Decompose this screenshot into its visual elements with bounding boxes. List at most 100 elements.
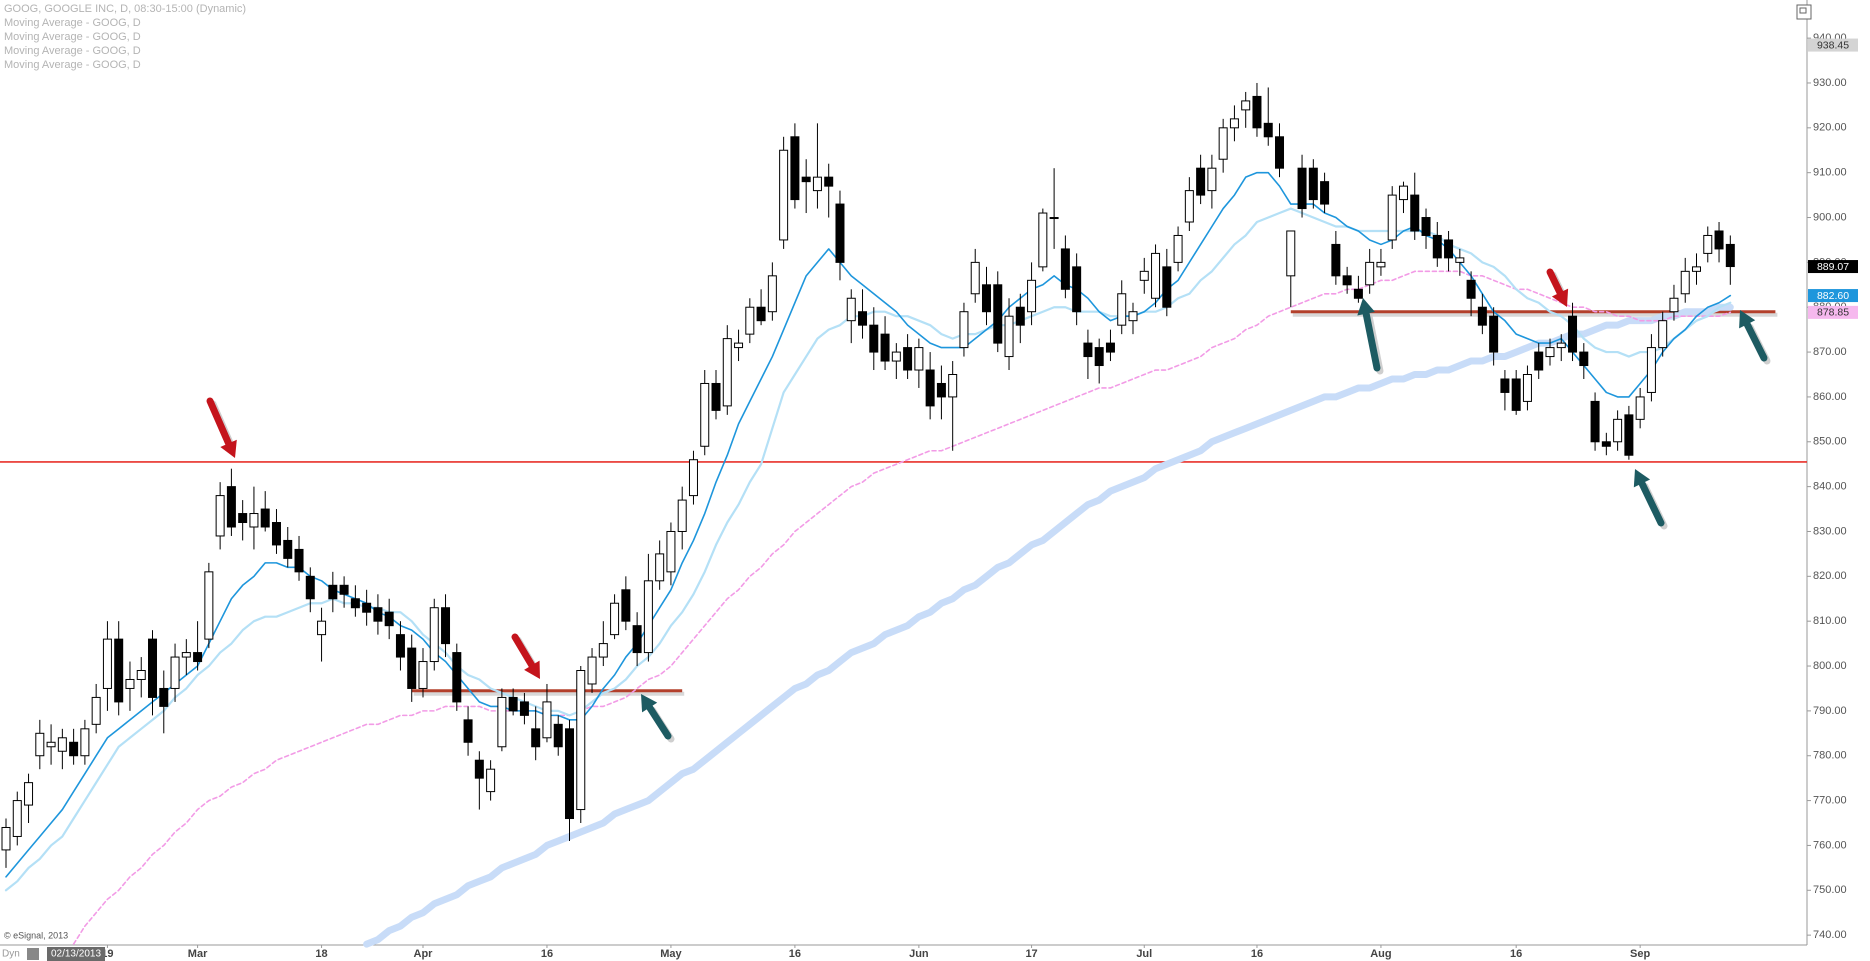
candle-body [1015, 306, 1025, 326]
candle-body [632, 625, 642, 654]
annotation-arrows [206, 268, 1771, 743]
candle-body [621, 589, 631, 622]
candle-body [745, 306, 755, 335]
candle-body [1072, 266, 1082, 313]
candle-body [339, 584, 349, 595]
price-marker [1808, 305, 1858, 319]
x-tick-label: 16 [1510, 948, 1522, 960]
candle-body [1725, 243, 1735, 268]
arrow-shaft [511, 633, 536, 669]
candle-body [148, 638, 158, 698]
candle-body [1410, 194, 1420, 232]
candle-body [542, 701, 552, 739]
candle-body [903, 347, 913, 371]
candle-body [553, 723, 563, 748]
y-tick-label: 820.00 [1813, 570, 1847, 582]
candle-body [1105, 342, 1115, 353]
candle-body [655, 553, 665, 582]
y-tick-label: 850.00 [1813, 436, 1847, 448]
candle-body [1094, 347, 1104, 367]
candle-body [1162, 266, 1172, 308]
candle-body [159, 687, 169, 707]
price-marker-label: 878.85 [1817, 307, 1849, 319]
candle-body [260, 508, 270, 528]
candle-body [1511, 378, 1521, 411]
candle-body [711, 382, 721, 411]
candle-body [12, 800, 22, 837]
candle-body [1263, 122, 1273, 138]
candle-body [948, 374, 958, 398]
candle-body [1522, 374, 1532, 402]
candle-body [576, 670, 586, 811]
candle-body [666, 530, 676, 573]
arrow-shaft [646, 703, 672, 740]
window-icon[interactable] [1796, 4, 1812, 20]
candle-body [226, 486, 236, 528]
candle-body [1365, 261, 1375, 286]
candle-body [1545, 347, 1555, 358]
x-tick-label: 17 [1025, 948, 1037, 960]
candle-body [271, 522, 281, 546]
candle-body [418, 661, 428, 689]
candle-body [531, 728, 541, 748]
candle-body [1658, 320, 1668, 349]
candle-body [677, 499, 687, 532]
mode-icon[interactable] [27, 948, 39, 960]
candle-body [610, 602, 620, 636]
candle-body [215, 495, 225, 537]
candle-body [1489, 315, 1499, 353]
arrow-head [641, 694, 658, 713]
candle-body [1477, 306, 1487, 326]
candle-body [204, 571, 214, 640]
candle-body [1579, 351, 1589, 367]
price-marker [1808, 260, 1858, 274]
candle-body [1534, 351, 1544, 371]
x-tick-label: Mar [188, 948, 208, 960]
candle-body [170, 656, 180, 689]
y-tick-label: 930.00 [1813, 77, 1847, 89]
candle-body [283, 539, 293, 559]
candle-body [734, 342, 744, 349]
candle-body [1218, 127, 1228, 160]
candle-body [700, 382, 710, 447]
x-tick-label: Apr [414, 948, 434, 960]
candle-body [373, 607, 383, 622]
x-tick-label: Aug [1370, 948, 1391, 960]
window-icon-inner [1799, 7, 1807, 14]
y-tick-label: 910.00 [1813, 167, 1847, 179]
candle-body [181, 652, 191, 658]
candle-body [1669, 297, 1679, 313]
candle-body [1590, 400, 1600, 443]
arrow-shaft [1743, 320, 1768, 362]
candle-body [1083, 342, 1093, 358]
x-tick-label: 16 [1251, 948, 1263, 960]
candle-body [858, 311, 868, 326]
arrow-head [1551, 288, 1569, 307]
x-tick-label: Jun [909, 948, 929, 960]
candle-body [1556, 342, 1566, 349]
arrow-head [1739, 310, 1756, 329]
candle-body [1004, 315, 1014, 358]
candles [1, 82, 1735, 868]
candle-body [1500, 378, 1510, 393]
y-tick-label: 750.00 [1813, 884, 1847, 896]
moving-average-line [72, 270, 1732, 945]
y-tick-label: 870.00 [1813, 346, 1847, 358]
y-tick-label: 920.00 [1813, 122, 1847, 134]
candle-body [1027, 279, 1037, 313]
candle-body [970, 261, 980, 295]
candle-body [1049, 217, 1059, 220]
candle-body [914, 347, 924, 371]
candle-body [91, 696, 101, 725]
candle-body [1568, 315, 1578, 353]
candle-body [1207, 167, 1217, 192]
candle-body [1184, 190, 1194, 223]
candle-body [936, 382, 946, 398]
y-tick-label: 860.00 [1813, 391, 1847, 403]
legend-entry: Moving Average - GOOG, D [4, 17, 141, 29]
y-tick-label: 770.00 [1813, 794, 1847, 806]
candle-body [801, 176, 811, 183]
y-tick-label: 790.00 [1813, 705, 1847, 717]
